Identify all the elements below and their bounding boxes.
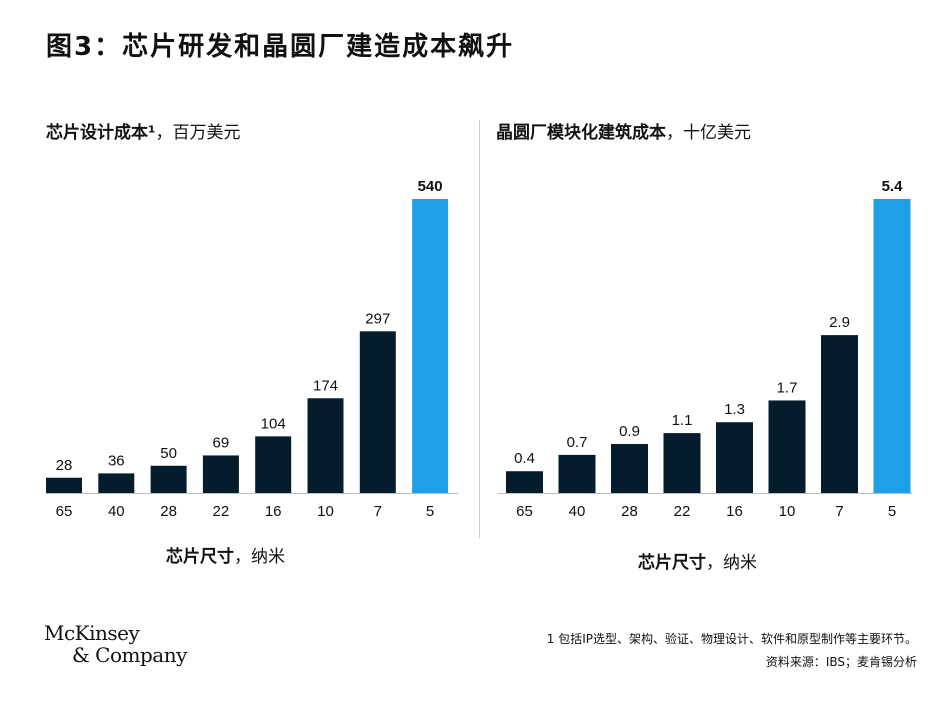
chart1-tick-label-40: 40 [108, 503, 125, 520]
chart1-bar-7 [359, 331, 396, 493]
source-note: 资料来源：IBS；麦肯锡分析 [765, 655, 917, 669]
chart2-bar-40 [558, 454, 596, 493]
chart1-bar-65 [46, 477, 82, 493]
chart1-bar-5 [412, 199, 449, 493]
chart1-value-label-16: 104 [261, 415, 286, 432]
chart2-tick-label-16: 16 [726, 503, 743, 520]
chart2-tick-label-28: 28 [621, 503, 638, 520]
chart2-title-bold: 晶圆厂模块化建筑成本 [496, 123, 666, 143]
chart2-value-label-65: 0.4 [514, 450, 535, 467]
chart2-xaxis-title-unit: ，纳米 [706, 553, 757, 573]
logo-line2: & Company [72, 643, 187, 667]
chart2-value-label-7: 2.9 [829, 314, 850, 331]
chart2-bar-5 [873, 199, 911, 493]
chart1-xaxis-title-unit: ，纳米 [234, 547, 285, 567]
chart1-value-label-40: 36 [108, 452, 125, 469]
chart2-bar-10 [768, 400, 806, 493]
chart-divider [479, 120, 480, 538]
chart2-xaxis-title: 芯片尺寸，纳米 [638, 548, 757, 573]
chart1-bar-28 [150, 465, 187, 493]
chart2-value-label-22: 1.1 [672, 412, 693, 429]
chart2-title-unit: ，十亿美元 [666, 123, 751, 143]
chart1-bar-16 [255, 436, 292, 493]
chart1-tick-label-28: 28 [160, 503, 177, 520]
chart2-value-label-16: 1.3 [724, 401, 745, 418]
chart1-value-label-7: 297 [365, 310, 390, 327]
chart2-bar-22 [663, 433, 701, 493]
figure-title: 图3：芯片研发和晶圆厂建造成本飙升 [46, 32, 515, 62]
chart1-value-label-22: 69 [213, 434, 230, 451]
chart2-tick-label-5: 5 [888, 503, 896, 520]
chart1-bar-40 [98, 473, 135, 493]
logo-line1: McKinsey [44, 621, 140, 645]
chart2-tick-label-65: 65 [516, 503, 533, 520]
chart1-title-bold: 芯片设计成本¹ [46, 123, 156, 143]
chart1-title: 芯片设计成本¹，百万美元 [46, 118, 240, 143]
chart1-tick-label-5: 5 [426, 503, 434, 520]
chart1-bar-10 [307, 398, 344, 493]
chart2-title: 晶圆厂模块化建筑成本，十亿美元 [496, 118, 751, 143]
chart1-value-label-28: 50 [160, 445, 177, 462]
chart2-value-label-40: 0.7 [567, 434, 588, 451]
chart1-value-label-5: 540 [418, 178, 443, 195]
chart1-xaxis-title-bold: 芯片尺寸 [166, 547, 234, 567]
chart1-xaxis-title: 芯片尺寸，纳米 [166, 542, 285, 567]
chart2-value-label-5: 5.4 [882, 178, 904, 195]
mckinsey-logo: McKinsey & Company [44, 622, 187, 666]
chart2-bar-7 [821, 335, 858, 493]
chart2-xaxis-title-bold: 芯片尺寸 [638, 553, 706, 573]
chart2-bar-28 [611, 444, 648, 493]
chart2-value-label-28: 0.9 [619, 423, 640, 440]
chart2-tick-label-40: 40 [569, 503, 586, 520]
chart1-bar-22 [202, 455, 239, 493]
chart2-bar-65 [506, 471, 543, 493]
chart2-bar-16 [716, 422, 753, 493]
chart1-tick-label-7: 7 [374, 503, 382, 520]
chart2-value-label-10: 1.7 [777, 379, 798, 396]
chart1-tick-label-16: 16 [265, 503, 282, 520]
chart2-tick-label-7: 7 [835, 503, 843, 520]
chart2-tick-label-10: 10 [779, 503, 796, 520]
chart2-tick-label-22: 22 [674, 503, 691, 520]
chart1-value-label-10: 174 [313, 377, 338, 394]
footnote: 1 包括IP选型、架构、验证、物理设计、软件和原型制作等主要环节。 [546, 632, 917, 646]
chart1-title-unit: ，百万美元 [155, 123, 241, 143]
chart1-tick-label-65: 65 [56, 503, 73, 520]
chart1-tick-label-10: 10 [317, 503, 334, 520]
chart1-tick-label-22: 22 [213, 503, 230, 520]
chart1-value-label-65: 28 [56, 457, 73, 474]
